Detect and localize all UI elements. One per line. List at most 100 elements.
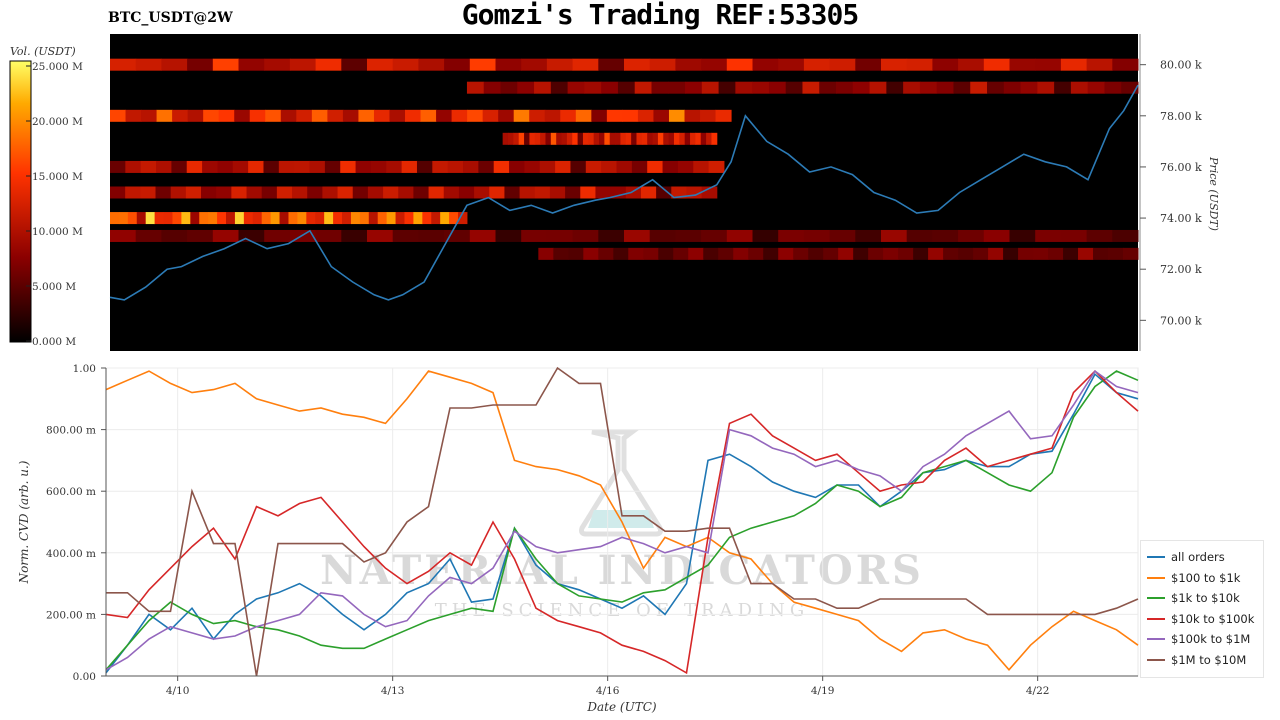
heatmap-cell xyxy=(1060,58,1088,71)
heatmap-cell xyxy=(662,160,679,173)
heatmap-cell xyxy=(539,160,556,173)
heatmap-cell xyxy=(715,109,732,122)
y-tick-label: 800.00 m xyxy=(46,425,96,437)
heatmap-cell xyxy=(110,229,137,242)
heatmap-cell xyxy=(568,247,584,260)
heatmap-cell xyxy=(1020,81,1038,94)
cvd-grid xyxy=(106,367,1138,677)
heatmap-cell xyxy=(958,247,974,260)
heatmap-cell xyxy=(309,160,326,173)
pair-label: BTC_USDT@2W xyxy=(108,10,233,26)
heatmap-cell xyxy=(519,186,536,199)
heatmap-cell xyxy=(498,109,515,122)
heatmap-cell xyxy=(474,186,490,199)
colorbar-scale xyxy=(9,60,32,343)
heatmap-cell xyxy=(647,160,664,173)
heatmap-cell xyxy=(208,212,218,225)
heatmap-cell xyxy=(145,212,156,225)
heatmap-cell xyxy=(556,132,563,145)
heatmap-cell xyxy=(802,81,820,94)
heatmap-cell xyxy=(495,58,522,71)
heatmap-cell xyxy=(342,109,359,122)
heatmap-cell xyxy=(598,58,625,71)
legend-label: $1M to $10M xyxy=(1171,652,1247,667)
heatmap-cell xyxy=(190,212,200,225)
heatmap-cell xyxy=(1093,247,1109,260)
heatmap-cell xyxy=(395,212,405,225)
heatmap-cell xyxy=(906,58,933,71)
heatmap-cell xyxy=(808,247,824,260)
heatmap-cell xyxy=(701,81,720,94)
heatmap-cell xyxy=(658,247,674,260)
heatmap-cell xyxy=(688,247,704,260)
heatmap-cell xyxy=(604,132,611,145)
heatmap-cell xyxy=(726,229,753,242)
x-tick-label: 4/10 xyxy=(166,685,190,697)
heatmap-cell xyxy=(469,229,496,242)
price-tick-label: 74.00 k xyxy=(1160,212,1202,225)
series-line xyxy=(105,370,1139,672)
watermark-title: NATERIAL INDICATORS xyxy=(320,547,924,594)
heatmap-cell xyxy=(624,58,651,71)
heatmap-cell xyxy=(110,109,127,122)
heatmap-cell xyxy=(735,81,753,94)
heatmap-cell xyxy=(297,212,307,225)
heatmap-cell xyxy=(140,186,157,199)
heatmap-cell xyxy=(1003,81,1022,94)
heatmap-cell xyxy=(401,160,418,173)
heatmap-cell xyxy=(1112,58,1139,71)
heatmap-cell xyxy=(763,247,779,260)
heatmap-cell xyxy=(524,132,530,145)
heatmap-cell xyxy=(679,132,686,145)
heatmap-cell xyxy=(1009,58,1036,71)
legend-swatch xyxy=(1147,556,1165,559)
heatmap-cell xyxy=(404,212,414,225)
heatmap-cell xyxy=(418,229,445,242)
heatmap-cell xyxy=(617,81,636,94)
heatmap-cell xyxy=(110,212,120,225)
colorbar-tick-label: 20.000 M xyxy=(32,116,83,128)
x-tick-label: 4/16 xyxy=(596,685,620,697)
colorbar-label: Vol. (USDT) xyxy=(10,45,76,58)
heatmap-cell xyxy=(546,229,574,242)
heatmap-cell xyxy=(280,109,297,122)
heatmap-cell xyxy=(212,58,239,71)
heatmap-cell xyxy=(392,58,419,71)
colorbar-tick-label: 5.000 M xyxy=(32,281,76,293)
heatmap-cell xyxy=(577,132,584,145)
heatmap-cell xyxy=(383,186,399,199)
heatmap-cell xyxy=(647,132,654,145)
legend: all orders $100 to $1k $1k to $10k $10k to … xyxy=(1140,540,1264,678)
heatmap-cell xyxy=(601,81,619,94)
heatmap-cell xyxy=(311,109,328,122)
heatmap-cell xyxy=(444,58,471,71)
heatmap-cell xyxy=(649,229,676,242)
heatmap-cell xyxy=(534,132,541,145)
y-tick-label: 200.00 m xyxy=(46,609,96,621)
heatmap-cell xyxy=(140,160,157,173)
price-tick-label: 78.00 k xyxy=(1160,110,1202,123)
legend-item: $10k to $100k xyxy=(1141,609,1263,630)
heatmap-cell xyxy=(700,109,717,122)
heatmap-cell xyxy=(657,132,664,145)
heatmap-cell xyxy=(389,109,406,122)
heatmap-cell xyxy=(983,58,1010,71)
heatmap-cell xyxy=(886,81,904,94)
heatmap-cell xyxy=(575,109,592,122)
heatmap-cell xyxy=(226,212,236,225)
y-tick-label: 600.00 m xyxy=(46,486,96,498)
heatmap-cell xyxy=(625,132,632,145)
heatmap-cell xyxy=(342,212,352,225)
heatmap-cell xyxy=(463,160,479,173)
heatmap-cell xyxy=(836,81,854,94)
heatmap-cell xyxy=(264,229,291,242)
heatmap-cell xyxy=(881,229,908,242)
heatmap-cell xyxy=(398,186,414,199)
heatmap-cell xyxy=(869,81,887,94)
heatmap-cell xyxy=(289,58,317,71)
heatmap-cell xyxy=(610,186,627,199)
heatmap-cell xyxy=(420,109,437,122)
heatmap-cell xyxy=(367,229,394,242)
cvd-panel: 0.00 200.00 m 400.00 m 600.00 m 800.00 m 1.00… xyxy=(17,363,1139,714)
legend-item: $100k to $1M xyxy=(1141,629,1263,650)
